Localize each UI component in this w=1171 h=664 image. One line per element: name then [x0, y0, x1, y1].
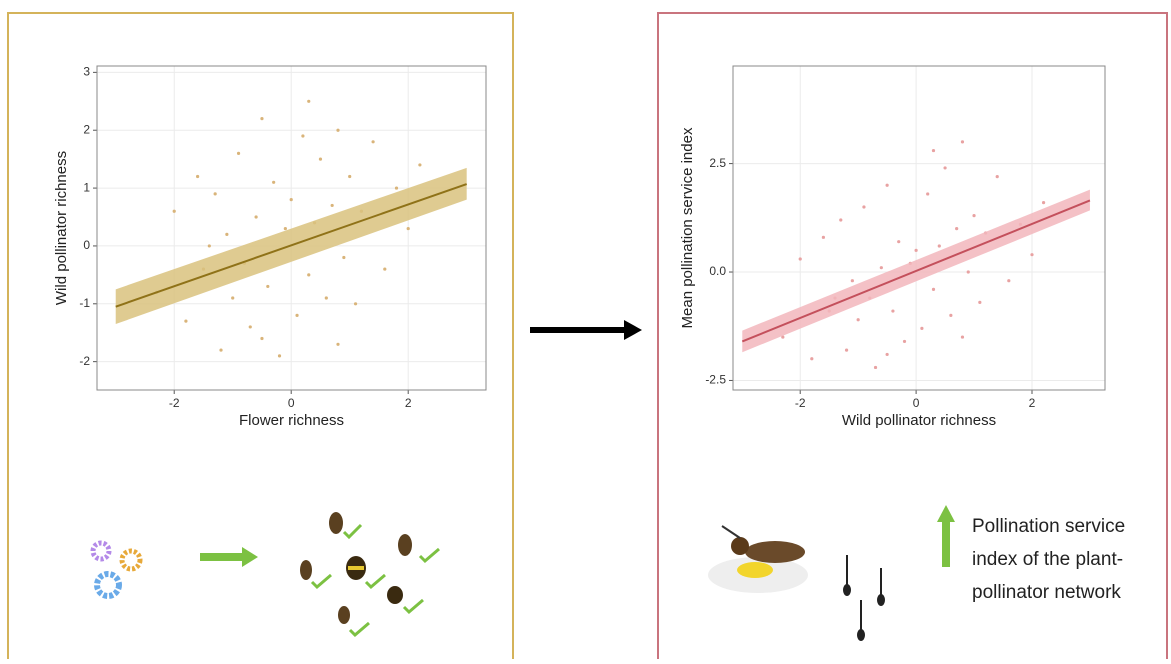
x-tick-label: 2 [1029, 396, 1036, 410]
point [926, 192, 929, 195]
point [395, 186, 398, 189]
y-tick-label: 2.5 [709, 156, 726, 170]
point [331, 204, 334, 207]
point [372, 140, 375, 143]
point [799, 257, 802, 260]
y-axis-title: Mean pollination service index [679, 127, 696, 328]
point [383, 267, 386, 270]
point [266, 285, 269, 288]
point [920, 327, 923, 330]
point [260, 117, 263, 120]
point [301, 134, 304, 137]
point [1042, 201, 1045, 204]
x-tick-label: 0 [288, 396, 295, 410]
y-tick-label: -1 [79, 296, 90, 310]
green-arrow [200, 547, 258, 567]
point [184, 320, 187, 323]
point [336, 129, 339, 132]
up-arrow [937, 505, 955, 567]
point [255, 215, 258, 218]
point [955, 227, 958, 230]
point [839, 218, 842, 221]
point [972, 214, 975, 217]
point [208, 244, 211, 247]
x-tick-label: 0 [913, 396, 920, 410]
point [1030, 253, 1033, 256]
point [810, 357, 813, 360]
x-tick-label: -2 [795, 396, 806, 410]
point [845, 348, 848, 351]
point [336, 343, 339, 346]
point [348, 175, 351, 178]
point [342, 256, 345, 259]
bee-icons [300, 512, 439, 635]
y-tick-label: 2 [83, 122, 90, 136]
point [1007, 279, 1010, 282]
point [897, 240, 900, 243]
point [272, 181, 275, 184]
point [880, 266, 883, 269]
point [886, 353, 889, 356]
note-line: pollinator network [972, 582, 1121, 603]
point [407, 227, 410, 230]
point [278, 354, 281, 357]
point [961, 335, 964, 338]
point [307, 273, 310, 276]
point [886, 184, 889, 187]
point [949, 314, 952, 317]
y-axis-title: Wild pollinator richness [53, 151, 70, 305]
flower-icons [93, 543, 140, 596]
point [978, 301, 981, 304]
point [857, 318, 860, 321]
y-tick-label: 0 [83, 238, 90, 252]
point [961, 140, 964, 143]
x-tick-label: 2 [405, 396, 412, 410]
x-axis-title: Flower richness [239, 412, 344, 429]
pollinator-illustration [708, 526, 884, 640]
point [915, 249, 918, 252]
y-tick-label: -2 [79, 354, 90, 368]
point [237, 152, 240, 155]
point [996, 175, 999, 178]
point [284, 227, 287, 230]
point [295, 314, 298, 317]
point [249, 325, 252, 328]
point [196, 175, 199, 178]
point [290, 198, 293, 201]
point [932, 288, 935, 291]
point [967, 270, 970, 273]
point [214, 192, 217, 195]
y-tick-label: 0.0 [709, 264, 726, 278]
point [943, 166, 946, 169]
point [173, 210, 176, 213]
note-line: index of the plant- [972, 549, 1123, 570]
x-axis-title: Wild pollinator richness [842, 412, 996, 429]
point [862, 205, 865, 208]
point [225, 233, 228, 236]
y-tick-label: -2.5 [705, 373, 726, 387]
plot-frame [733, 66, 1105, 390]
point [325, 296, 328, 299]
point [219, 348, 222, 351]
y-tick-label: 3 [83, 65, 90, 79]
point [874, 366, 877, 369]
point [938, 244, 941, 247]
y-tick-label: 1 [83, 180, 90, 194]
point [891, 309, 894, 312]
x-tick-label: -2 [169, 396, 180, 410]
point [319, 158, 322, 161]
center-arrow [530, 320, 642, 340]
figure: -2 0 2 -2 -1 0 1 2 3 Flower richness Wild pollinat… [0, 0, 1171, 659]
point [851, 279, 854, 282]
left-panel-border [8, 13, 513, 659]
point [231, 296, 234, 299]
point [354, 302, 357, 305]
point [932, 149, 935, 152]
point [822, 236, 825, 239]
point [260, 337, 263, 340]
point [307, 100, 310, 103]
point [418, 163, 421, 166]
note-line: Pollination service [972, 516, 1125, 537]
point [903, 340, 906, 343]
